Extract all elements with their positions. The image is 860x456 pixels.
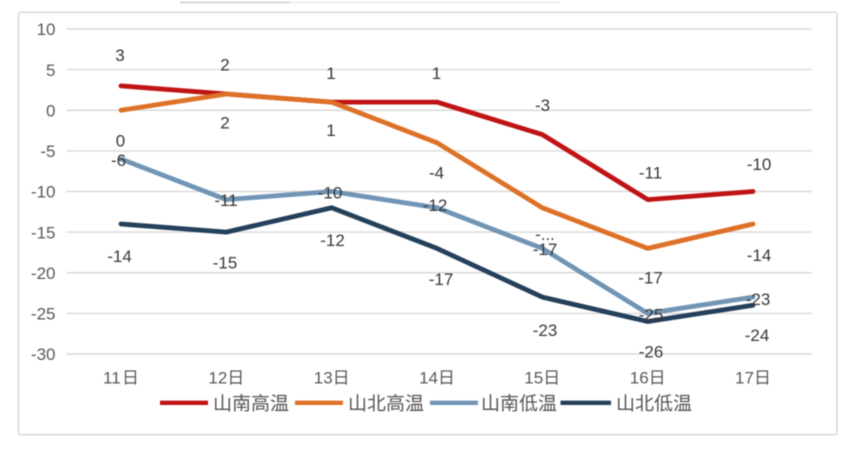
svg-text:-10: -10 (31, 183, 56, 202)
svg-text:-20: -20 (31, 264, 56, 283)
svg-text:11: 11 (103, 369, 121, 388)
svg-text:-15: -15 (31, 223, 56, 242)
svg-text:-11: -11 (214, 191, 237, 210)
svg-text:-10: -10 (747, 155, 772, 174)
svg-text:12: 12 (208, 369, 227, 388)
svg-text:-3: -3 (535, 96, 550, 115)
svg-text:15: 15 (524, 369, 543, 388)
svg-text:-30: -30 (31, 345, 56, 364)
svg-text:10: 10 (37, 20, 56, 39)
svg-text:-17: -17 (638, 269, 663, 288)
svg-text:1: 1 (326, 64, 335, 83)
svg-text:-12: -12 (423, 196, 448, 215)
svg-text:-4: -4 (429, 164, 444, 183)
svg-text:-17: -17 (533, 240, 558, 259)
svg-text:-23: -23 (746, 290, 771, 309)
svg-text:-25: -25 (31, 305, 56, 324)
svg-text:13: 13 (314, 369, 333, 388)
svg-text:1: 1 (326, 121, 335, 140)
svg-text:-11: -11 (639, 164, 662, 183)
svg-text:2: 2 (220, 113, 229, 132)
svg-text:0: 0 (46, 101, 55, 120)
svg-text:-24: -24 (745, 326, 770, 345)
svg-text:17: 17 (735, 369, 754, 388)
svg-text:3: 3 (115, 46, 124, 65)
svg-text:-10: -10 (318, 183, 343, 202)
svg-text:-5: -5 (40, 142, 55, 161)
svg-text:0: 0 (116, 132, 125, 151)
svg-text:-14: -14 (747, 246, 772, 265)
svg-text:-15: -15 (213, 254, 238, 273)
svg-text:-14: -14 (107, 247, 132, 266)
svg-text:14: 14 (419, 369, 438, 388)
svg-text:-6: -6 (111, 151, 126, 170)
svg-text:5: 5 (46, 61, 55, 80)
svg-text:-...: -... (535, 225, 555, 244)
svg-text:-23: -23 (533, 321, 558, 340)
svg-text:2: 2 (220, 56, 229, 75)
svg-text:1: 1 (432, 64, 441, 83)
svg-text:-26: -26 (639, 343, 664, 362)
svg-text:-12: -12 (320, 231, 345, 250)
svg-text:-25: -25 (639, 306, 664, 325)
svg-text:-17: -17 (429, 270, 454, 289)
svg-text:16: 16 (630, 369, 649, 388)
